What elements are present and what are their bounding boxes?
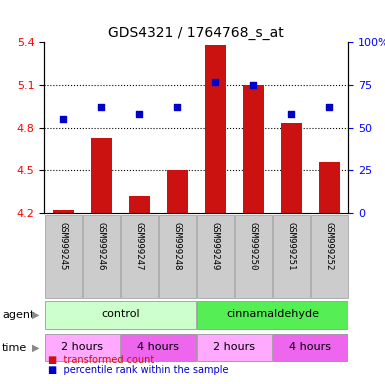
- Text: GSM999246: GSM999246: [97, 222, 106, 270]
- Bar: [197, 334, 272, 361]
- Bar: [121, 334, 196, 361]
- Bar: [45, 215, 82, 298]
- Text: time: time: [2, 343, 27, 353]
- Text: GSM999250: GSM999250: [249, 222, 258, 270]
- Text: GSM999249: GSM999249: [211, 222, 220, 270]
- Bar: [129, 196, 150, 213]
- Text: 4 hours: 4 hours: [137, 342, 179, 352]
- Bar: [45, 334, 120, 361]
- Text: ■  percentile rank within the sample: ■ percentile rank within the sample: [48, 365, 229, 375]
- Bar: [319, 162, 340, 213]
- Bar: [83, 215, 120, 298]
- Text: ▶: ▶: [32, 343, 39, 353]
- Text: GSM999247: GSM999247: [135, 222, 144, 270]
- Point: [212, 78, 218, 84]
- Bar: [91, 137, 112, 213]
- Point: [250, 82, 256, 88]
- Bar: [159, 215, 196, 298]
- Bar: [53, 210, 74, 213]
- Text: GSM999248: GSM999248: [173, 222, 182, 270]
- Point: [136, 111, 142, 117]
- Point: [60, 116, 66, 122]
- Text: agent: agent: [2, 310, 34, 320]
- Bar: [273, 334, 348, 361]
- Bar: [235, 215, 272, 298]
- Bar: [205, 45, 226, 213]
- Text: GSM999251: GSM999251: [287, 222, 296, 270]
- Bar: [243, 85, 264, 213]
- Text: ■  transformed count: ■ transformed count: [48, 355, 154, 365]
- Text: GSM999245: GSM999245: [59, 222, 68, 270]
- Bar: [167, 170, 188, 213]
- Bar: [273, 215, 310, 298]
- Text: 4 hours: 4 hours: [290, 342, 331, 352]
- Text: cinnamaldehyde: cinnamaldehyde: [226, 309, 319, 319]
- Point: [288, 111, 295, 117]
- Bar: [121, 215, 157, 298]
- Bar: [311, 215, 348, 298]
- Title: GDS4321 / 1764768_s_at: GDS4321 / 1764768_s_at: [109, 26, 284, 40]
- Bar: [281, 123, 302, 213]
- Point: [326, 104, 333, 110]
- Bar: [45, 301, 196, 329]
- Point: [98, 104, 104, 110]
- Text: 2 hours: 2 hours: [213, 342, 255, 352]
- Bar: [197, 301, 348, 329]
- Text: control: control: [101, 309, 140, 319]
- Bar: [197, 215, 234, 298]
- Text: GSM999252: GSM999252: [325, 222, 334, 270]
- Text: ▶: ▶: [32, 310, 39, 320]
- Point: [174, 104, 181, 110]
- Text: 2 hours: 2 hours: [61, 342, 103, 352]
